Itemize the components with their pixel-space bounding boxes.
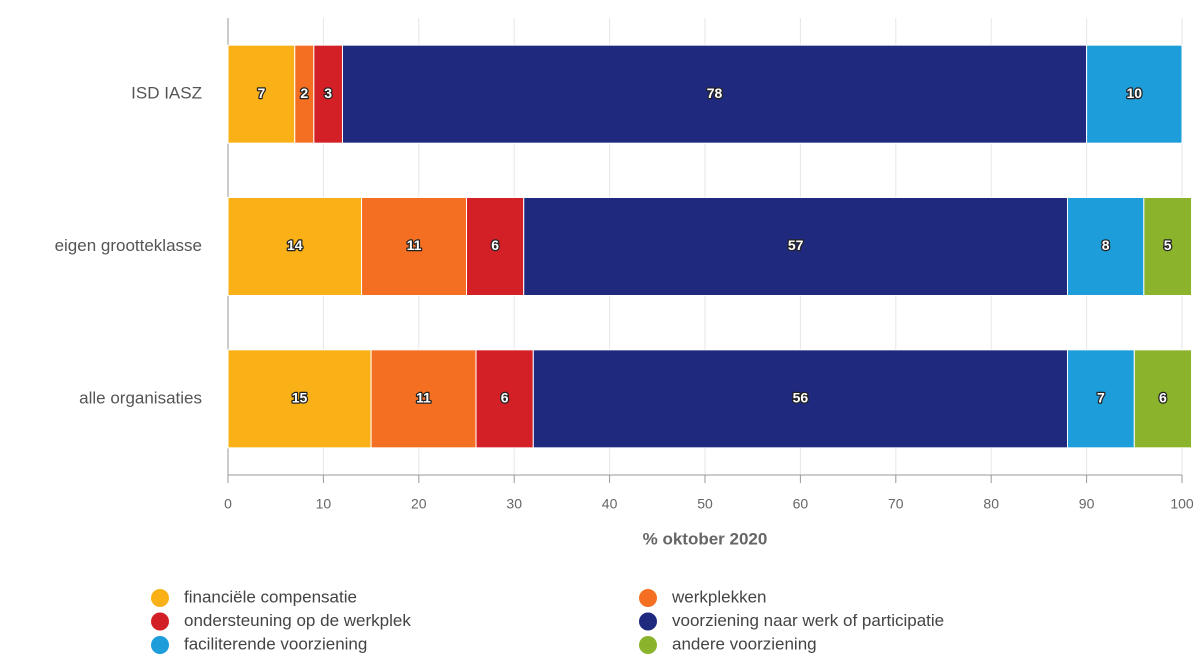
- x-tick-label: 50: [697, 496, 713, 512]
- data-label: 8: [1102, 237, 1110, 253]
- legend-marker: [151, 636, 169, 654]
- y-tick-label: eigen grootteklasse: [55, 236, 202, 255]
- x-tick-label: 70: [888, 496, 904, 512]
- x-tick-label: 10: [316, 496, 332, 512]
- bar-segment: [370, 349, 477, 449]
- legend-label: financiële compensatie: [184, 587, 357, 606]
- legend-marker: [151, 612, 169, 631]
- bar-segment: [532, 349, 1069, 449]
- x-tick-label: 100: [1170, 496, 1194, 512]
- legend-label: werkplekken: [671, 587, 767, 606]
- bar-segment: [227, 349, 372, 449]
- data-label: 3: [324, 85, 332, 101]
- data-label: 15: [292, 390, 308, 406]
- x-tick-label: 0: [224, 496, 232, 512]
- data-label: 6: [491, 237, 499, 253]
- data-label: 6: [501, 390, 509, 406]
- bar-segment: [341, 44, 1088, 144]
- bar-segment: [475, 349, 534, 449]
- x-tick-label: 80: [983, 496, 999, 512]
- data-label: 2: [300, 85, 308, 101]
- data-label: 11: [416, 390, 431, 406]
- data-label: 10: [1127, 85, 1143, 101]
- bar-segment: [1086, 44, 1183, 144]
- data-label: 7: [257, 85, 265, 101]
- x-axis-title: % oktober 2020: [643, 529, 768, 548]
- legend-marker: [639, 612, 657, 631]
- y-tick-label: ISD IASZ: [131, 84, 202, 103]
- legend-label: andere voorziening: [672, 634, 817, 653]
- data-label: 5: [1164, 237, 1172, 253]
- data-label: 11: [407, 237, 422, 253]
- legend-label: voorziening naar werk of participatie: [672, 611, 944, 630]
- y-tick-label: alle organisaties: [79, 388, 202, 407]
- legend-marker: [151, 589, 169, 607]
- bar-segment: [227, 197, 363, 296]
- data-label: 14: [287, 237, 303, 253]
- legend-label: faciliterende voorziening: [184, 634, 367, 653]
- data-label: 78: [707, 85, 723, 101]
- x-tick-label: 30: [506, 496, 522, 512]
- data-label: 6: [1159, 390, 1167, 406]
- bar-segment: [1143, 197, 1193, 296]
- x-tick-label: 20: [411, 496, 427, 512]
- x-tick-label: 90: [1079, 496, 1095, 512]
- data-label: 56: [793, 390, 809, 406]
- bar-segment: [361, 197, 467, 296]
- bar-segment: [1133, 349, 1193, 449]
- bar-segment: [1067, 197, 1145, 296]
- bar-segment: [523, 197, 1069, 296]
- bar-segment: [227, 44, 296, 144]
- legend-marker: [639, 589, 657, 607]
- legend-label: ondersteuning op de werkplek: [184, 611, 411, 630]
- bar-segment: [1067, 349, 1135, 449]
- legend-marker: [639, 636, 657, 654]
- bar-segment: [466, 197, 525, 296]
- x-tick-label: 60: [793, 496, 809, 512]
- x-tick-label: 40: [602, 496, 618, 512]
- data-label: 7: [1097, 390, 1105, 406]
- data-label: 57: [788, 237, 804, 253]
